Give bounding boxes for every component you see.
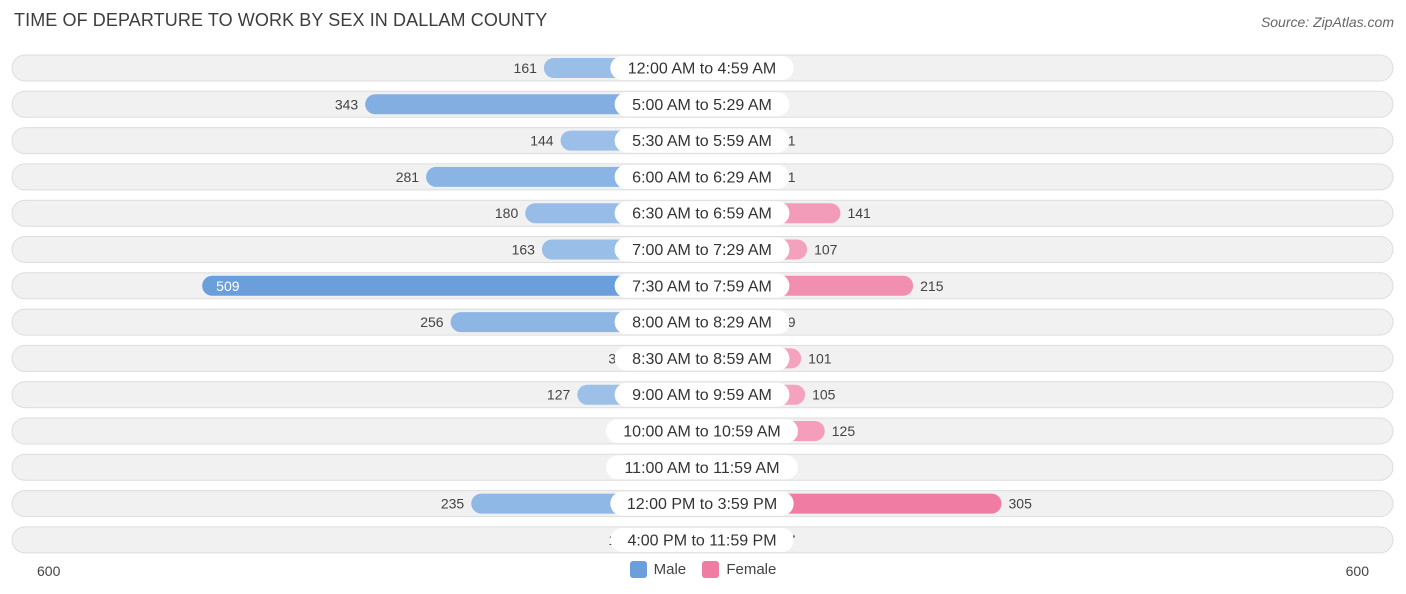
category-label: 7:30 AM to 7:59 AM [632, 278, 772, 295]
category-label-bg [614, 273, 790, 298]
category-label: 7:00 AM to 7:29 AM [632, 242, 772, 259]
category-label-bg [610, 491, 794, 516]
value-label-male: 509 [216, 278, 240, 294]
category-label: 12:00 AM to 4:59 AM [628, 61, 777, 78]
category-label-bg [610, 527, 794, 552]
category-label: 6:00 AM to 6:29 AM [632, 169, 772, 186]
value-label-male: 256 [420, 314, 444, 330]
value-label-female: 141 [847, 205, 871, 221]
value-label-male: 144 [530, 133, 554, 149]
category-label-bg [606, 419, 798, 443]
value-label-male: 343 [335, 96, 359, 112]
value-label-female: 107 [814, 242, 838, 258]
category-label: 4:00 PM to 11:59 PM [627, 532, 776, 549]
category-label-bg [614, 164, 790, 189]
category-label: 5:30 AM to 5:59 AM [632, 133, 772, 150]
category-label-bg [614, 128, 790, 153]
bar-male[interactable] [202, 275, 703, 296]
category-label-bg [614, 310, 790, 335]
value-label-male: 235 [441, 496, 465, 512]
legend-swatch-female [702, 561, 720, 578]
axis-right-label: 600 [1345, 563, 1369, 579]
category-label: 12:00 PM to 3:59 PM [627, 496, 777, 513]
category-label: 11:00 AM to 11:59 AM [624, 460, 779, 477]
legend-label-male: Male [653, 561, 687, 578]
category-label: 10:00 AM to 10:59 AM [623, 424, 780, 441]
category-label-bg [614, 92, 790, 117]
category-label-bg [610, 56, 794, 80]
legend-item-male[interactable]: Male [629, 561, 687, 578]
value-label-male: 161 [514, 60, 538, 76]
value-label-female: 101 [808, 350, 832, 366]
category-label-bg [614, 201, 790, 226]
value-label-male: 127 [547, 387, 571, 403]
value-label-female: 305 [1009, 496, 1033, 512]
value-label-male: 180 [495, 205, 519, 221]
category-label-bg [614, 346, 790, 371]
axis-left-label: 600 [37, 563, 61, 579]
category-label: 6:30 AM to 6:59 AM [632, 206, 772, 223]
value-label-female: 125 [832, 423, 856, 439]
legend-item-female[interactable]: Female [702, 561, 776, 578]
category-label-bg [606, 455, 798, 480]
category-label: 8:30 AM to 8:59 AM [632, 351, 772, 368]
legend-swatch-male [629, 561, 647, 578]
category-label-bg [614, 382, 790, 407]
legend: Male Female [0, 561, 1406, 582]
source-label: Source: ZipAtlas.com [1260, 14, 1394, 30]
category-label: 5:00 AM to 5:29 AM [632, 97, 772, 114]
legend-label-female: Female [726, 561, 777, 578]
value-label-female: 105 [812, 387, 836, 403]
value-label-male: 163 [512, 242, 536, 258]
category-label: 8:00 AM to 8:29 AM [632, 315, 772, 332]
value-label-female: 215 [920, 278, 944, 294]
category-label: 9:00 AM to 9:59 AM [632, 387, 772, 404]
value-label-male: 281 [396, 169, 420, 185]
category-label-bg [614, 237, 790, 262]
chart-title: TIME OF DEPARTURE TO WORK BY SEX IN DALL… [14, 10, 548, 30]
